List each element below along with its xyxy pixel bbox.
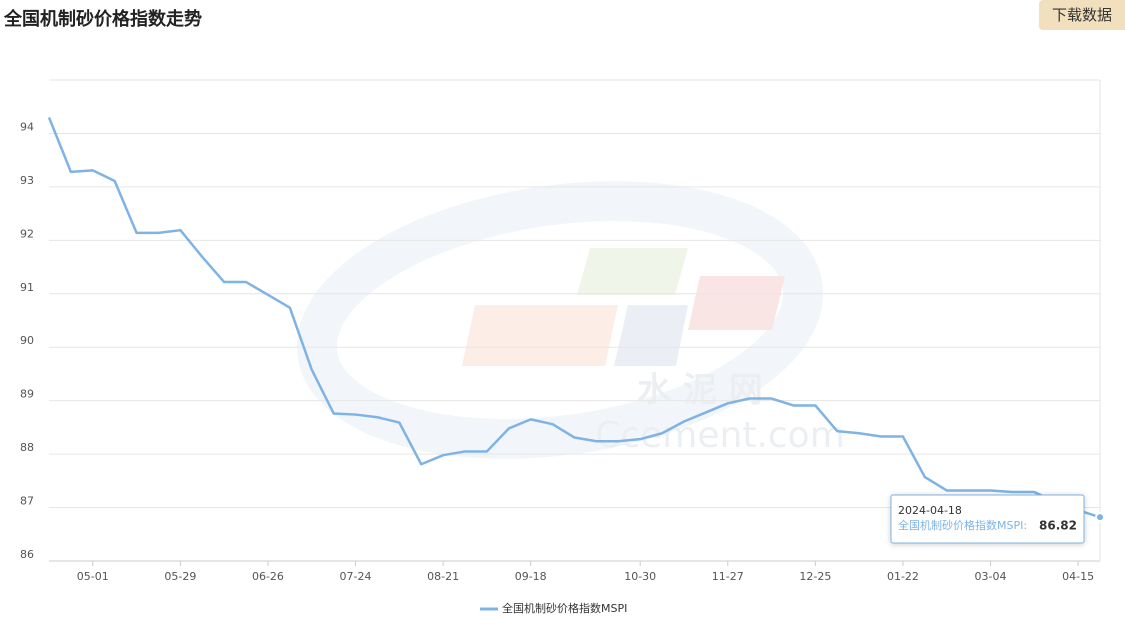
x-tick-label: 01-22 <box>887 570 919 583</box>
x-tick-label: 05-29 <box>164 570 196 583</box>
tooltip-date: 2024-04-18 <box>898 504 962 517</box>
watermark-cn: 水 泥 网 <box>637 371 763 411</box>
tooltip-box <box>890 494 1085 544</box>
download-button[interactable]: 下载数据 <box>1039 0 1125 30</box>
x-tick-label: 04-15 <box>1062 570 1094 583</box>
x-tick-label: 08-21 <box>427 570 459 583</box>
page-title: 全国机制砂价格指数走势 <box>4 9 202 30</box>
y-tick-label: 87 <box>20 495 34 508</box>
hover-point <box>1095 512 1105 523</box>
y-tick-label: 91 <box>20 281 34 294</box>
series-line <box>47 116 1101 519</box>
x-tick-label: 07-24 <box>340 570 372 583</box>
y-tick-label: 94 <box>20 120 34 133</box>
watermark: 水 泥 网 Ccement.com <box>296 181 845 459</box>
x-tick-label: 05-01 <box>77 570 109 583</box>
y-tick-label: 86 <box>20 548 34 561</box>
y-tick-label: 88 <box>20 441 34 454</box>
tooltip-value: 86.82 <box>1039 519 1077 533</box>
y-tick-label: 92 <box>20 227 34 240</box>
x-tick-label: 10-30 <box>624 570 656 583</box>
y-tick-label: 89 <box>20 388 34 401</box>
x-tick-label: 09-18 <box>515 570 547 583</box>
x-tick-label: 12-25 <box>799 570 831 583</box>
legend-label: 全国机制砂价格指数MSPI <box>502 601 627 615</box>
watermark-en: Ccement.com <box>595 415 845 456</box>
y-tick-label: 90 <box>20 334 34 347</box>
x-tick-label: 06-26 <box>252 570 284 583</box>
x-tick-label: 11-27 <box>712 570 744 583</box>
y-tick-label: 93 <box>20 174 34 187</box>
tooltip-label: 全国机制砂价格指数MSPI: <box>898 518 1027 532</box>
x-tick-label: 03-04 <box>975 570 1007 583</box>
